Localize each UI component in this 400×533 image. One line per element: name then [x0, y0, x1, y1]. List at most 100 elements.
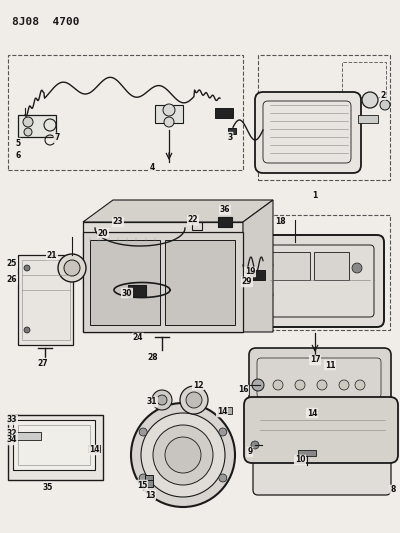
Circle shape — [186, 392, 202, 408]
Text: 31: 31 — [147, 398, 157, 407]
Bar — [192, 222, 202, 230]
Text: 27: 27 — [38, 359, 48, 367]
Circle shape — [157, 395, 167, 405]
Polygon shape — [83, 200, 273, 222]
Bar — [305, 407, 327, 415]
Text: 6: 6 — [15, 150, 21, 159]
Circle shape — [153, 425, 213, 485]
Bar — [272, 252, 310, 280]
Bar — [18, 255, 73, 345]
Text: 15: 15 — [137, 481, 147, 489]
Text: 20: 20 — [98, 229, 108, 238]
Circle shape — [263, 290, 273, 300]
Text: 5: 5 — [16, 139, 20, 148]
Circle shape — [152, 390, 172, 410]
Text: 23: 23 — [113, 217, 123, 227]
Text: 14: 14 — [89, 446, 99, 455]
Bar — [165, 240, 235, 325]
Circle shape — [139, 474, 147, 482]
Text: 1: 1 — [312, 190, 318, 199]
Bar — [18, 425, 90, 465]
Bar — [88, 445, 100, 452]
Bar — [228, 128, 236, 134]
Bar — [250, 270, 265, 280]
Circle shape — [164, 117, 174, 127]
Circle shape — [251, 441, 259, 449]
Text: 34: 34 — [7, 435, 17, 445]
Circle shape — [131, 403, 235, 507]
Text: 18: 18 — [275, 217, 285, 227]
Circle shape — [380, 100, 390, 110]
Polygon shape — [243, 200, 273, 332]
Bar — [13, 420, 95, 470]
Bar — [258, 215, 390, 330]
Bar — [314, 252, 349, 280]
Text: 2: 2 — [380, 91, 386, 100]
FancyBboxPatch shape — [255, 92, 361, 173]
Circle shape — [64, 260, 80, 276]
Text: 21: 21 — [47, 251, 57, 260]
Bar — [13, 432, 41, 440]
Bar — [22, 260, 70, 340]
Text: 33: 33 — [7, 416, 17, 424]
Text: 8J08  4700: 8J08 4700 — [12, 17, 80, 27]
Circle shape — [58, 254, 86, 282]
Text: 13: 13 — [145, 490, 155, 499]
Bar — [342, 62, 386, 97]
Bar — [218, 217, 232, 227]
Text: 22: 22 — [188, 215, 198, 224]
Bar — [258, 55, 390, 180]
Circle shape — [24, 128, 32, 136]
Text: 7: 7 — [54, 133, 60, 142]
FancyBboxPatch shape — [255, 235, 384, 327]
Text: 12: 12 — [193, 381, 203, 390]
Bar — [155, 105, 183, 123]
Circle shape — [362, 92, 378, 108]
Text: 30: 30 — [122, 288, 132, 297]
Circle shape — [339, 380, 349, 390]
Text: 24: 24 — [133, 334, 143, 343]
Text: 25: 25 — [7, 259, 17, 268]
Circle shape — [23, 117, 33, 127]
FancyBboxPatch shape — [244, 397, 398, 463]
Circle shape — [139, 428, 147, 436]
Text: 14: 14 — [307, 408, 317, 417]
Text: 19: 19 — [245, 268, 255, 277]
Text: 9: 9 — [247, 448, 253, 456]
Bar — [8, 55, 243, 170]
Circle shape — [295, 380, 305, 390]
Text: 17: 17 — [310, 356, 320, 365]
Bar — [218, 407, 232, 414]
Circle shape — [317, 380, 327, 390]
Text: 28: 28 — [148, 353, 158, 362]
Text: 4: 4 — [149, 164, 155, 173]
Bar — [298, 450, 316, 456]
Bar — [145, 475, 153, 487]
Circle shape — [273, 380, 283, 390]
Bar — [8, 415, 103, 480]
Text: 14: 14 — [217, 408, 227, 416]
Bar — [18, 115, 56, 137]
Text: 32: 32 — [7, 429, 17, 438]
Circle shape — [24, 327, 30, 333]
Text: 10: 10 — [295, 456, 305, 464]
Bar — [90, 240, 160, 325]
Circle shape — [165, 437, 201, 473]
Circle shape — [141, 413, 225, 497]
Bar — [330, 248, 382, 286]
Circle shape — [252, 379, 264, 391]
FancyBboxPatch shape — [253, 430, 391, 495]
Circle shape — [352, 263, 362, 273]
Circle shape — [219, 428, 227, 436]
Text: 29: 29 — [242, 278, 252, 287]
Circle shape — [24, 265, 30, 271]
Circle shape — [355, 380, 365, 390]
Circle shape — [163, 104, 175, 116]
Text: 35: 35 — [43, 482, 53, 491]
Circle shape — [219, 474, 227, 482]
Bar — [83, 222, 243, 332]
Text: 26: 26 — [7, 276, 17, 285]
Circle shape — [180, 386, 208, 414]
Bar — [83, 232, 243, 332]
Text: 3: 3 — [227, 133, 233, 141]
